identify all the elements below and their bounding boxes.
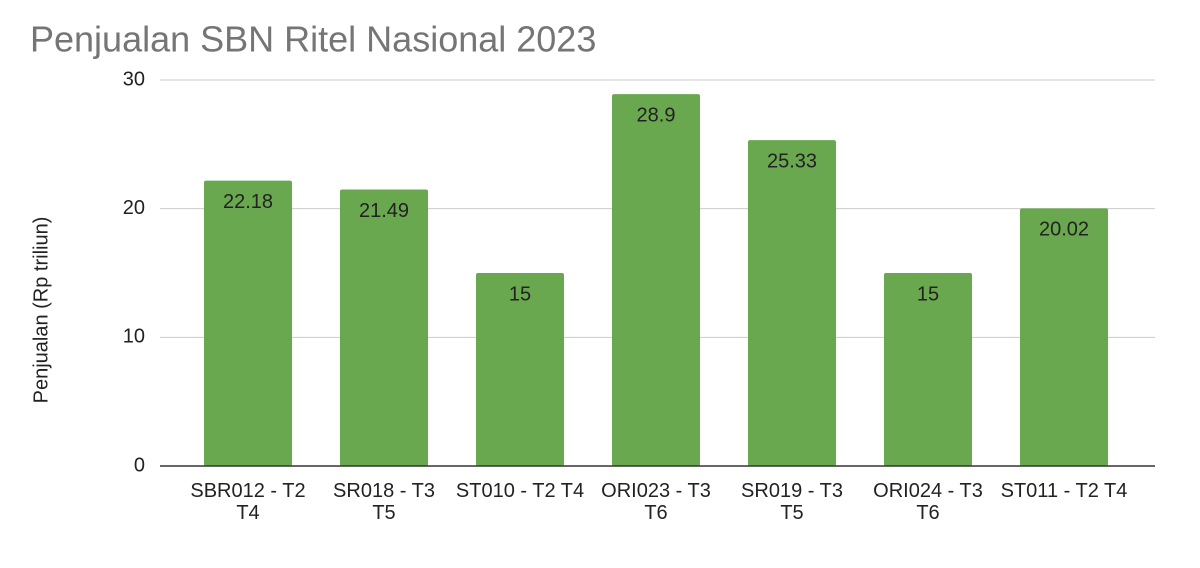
y-tick-label: 30 xyxy=(123,68,145,90)
x-tick-label: ST010 - T2 T4 xyxy=(455,480,585,502)
x-tick-label: SR018 - T3 T5 xyxy=(333,480,435,524)
x-tick-label: ORI023 - T3 T6 xyxy=(601,480,711,524)
data-label: 21.49 xyxy=(359,200,409,222)
chart-title: Penjualan SBN Ritel Nasional 2023 xyxy=(30,19,596,60)
x-tick-label: ST011 - T2 T4 xyxy=(1000,480,1128,502)
y-tick-label: 10 xyxy=(123,326,145,348)
x-tick-label: SBR012 - T2 T4 xyxy=(190,480,306,524)
bar xyxy=(748,140,836,466)
x-tick-label: SR019 - T3 T5 xyxy=(741,480,843,524)
y-axis-label: Penjualan (Rp triliun) xyxy=(30,217,52,404)
y-tick-label: 20 xyxy=(123,197,145,219)
bar xyxy=(1020,208,1108,466)
bar xyxy=(204,180,292,466)
data-label: 28.9 xyxy=(637,104,676,126)
data-label: 25.33 xyxy=(767,150,817,172)
bar xyxy=(476,273,564,466)
data-label: 15 xyxy=(917,283,939,305)
x-tick-label: ORI024 - T3 T6 xyxy=(873,480,983,524)
data-label: 15 xyxy=(509,283,531,305)
y-tick-label: 0 xyxy=(134,454,145,476)
bar xyxy=(884,273,972,466)
data-label: 20.02 xyxy=(1039,219,1089,241)
bar xyxy=(612,94,700,467)
data-label: 22.18 xyxy=(223,191,273,213)
bar xyxy=(340,189,428,466)
